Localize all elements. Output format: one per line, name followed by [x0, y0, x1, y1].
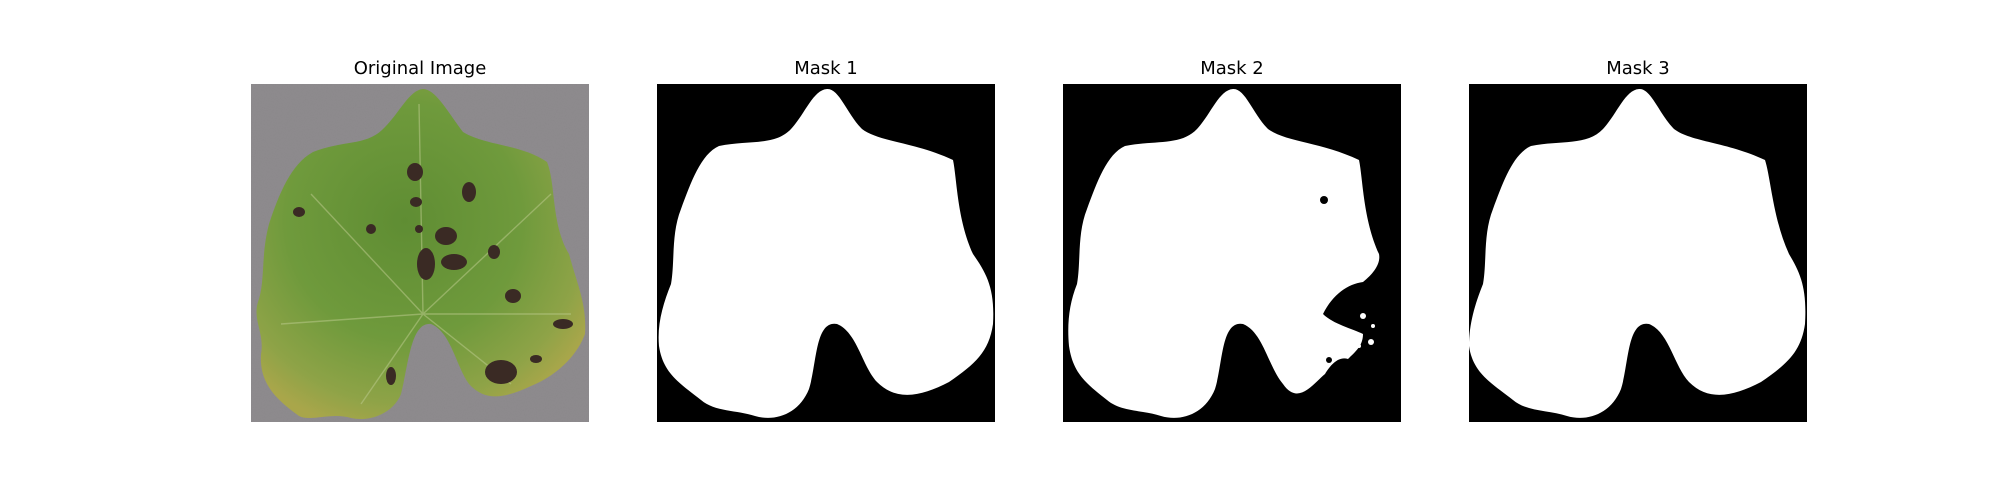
panel-title: Mask 1 [794, 58, 858, 79]
panel-mask-1: Mask 1 [657, 0, 995, 500]
panel-title: Mask 2 [1200, 58, 1264, 79]
mask-1-image [657, 84, 995, 422]
mask-speckles [1326, 286, 1364, 376]
panel-mask-2: Mask 2 [1063, 0, 1401, 500]
mask-2-image [1063, 84, 1401, 422]
mask-3-image [1469, 84, 1807, 422]
leaf-spots [293, 163, 573, 385]
mask-foreground [1469, 88, 1806, 418]
mask-foreground [658, 88, 994, 418]
panel-original-image: Original Image [251, 0, 589, 500]
mask-fragments [1346, 313, 1375, 355]
panel-title: Mask 3 [1606, 58, 1670, 79]
leaf-veins [280, 103, 571, 405]
mask-foreground [1068, 88, 1380, 418]
mask-hole [1320, 196, 1328, 204]
panel-title: Original Image [353, 58, 487, 79]
panel-mask-3: Mask 3 [1469, 0, 1807, 500]
leaf-photo [251, 84, 589, 422]
